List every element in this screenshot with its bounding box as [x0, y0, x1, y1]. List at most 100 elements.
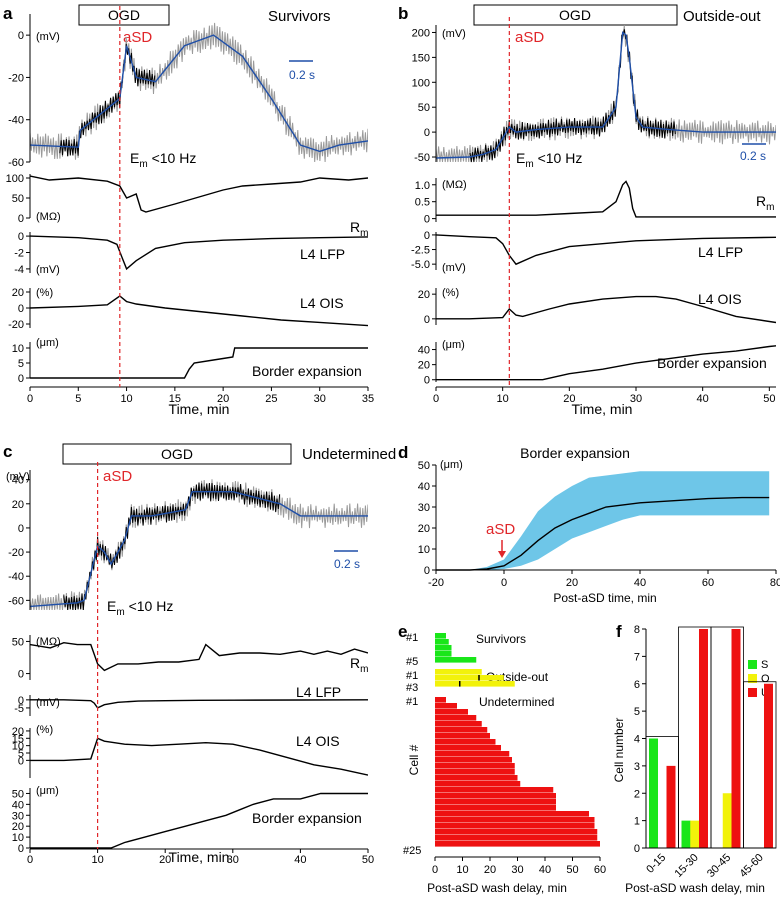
y-tick-label-b-1-0: 1.0 [415, 180, 430, 192]
y-tick-label-d-4: 10 [418, 544, 430, 556]
traces-c [30, 479, 368, 849]
trace-vm-gray-a [30, 22, 368, 163]
y-tick-label-a-0-0: 0 [18, 30, 24, 42]
y-tick-label-b-1-2: 0 [424, 214, 430, 226]
bar-undetermined-15 [435, 781, 521, 787]
trace-b-3 [436, 295, 776, 324]
xlabel-c: Time, min [169, 849, 230, 865]
trace-a-1 [30, 175, 368, 213]
border-unit-b: (μm) [442, 339, 465, 351]
y-tick-label-b-1-1: 0.5 [415, 197, 430, 209]
ogd-label-a: OGD [108, 7, 140, 23]
bar-O-1 [690, 820, 700, 848]
ogd-box-a [78, 4, 170, 26]
scale-bar-label-b: 0.2 s [740, 149, 766, 163]
y-tick-label-f-1: 1 [634, 816, 640, 828]
trace-a-4 [30, 347, 368, 379]
rm-unit-b: (MΩ) [442, 179, 467, 191]
x-tick-label-f-1: 15-30 [672, 852, 700, 880]
asd-arrow-head-d [498, 551, 506, 558]
cell-label-1s: #1 [406, 632, 418, 644]
xlabel-a: Time, min [169, 401, 230, 417]
lfp-unit-a: (mV) [36, 264, 60, 276]
bar-undetermined-5 [435, 721, 482, 727]
unit-d: (μm) [440, 459, 463, 471]
lfp-unit-b: (mV) [442, 262, 466, 274]
bar-undetermined-1 [435, 697, 446, 703]
panel-letter-a: a [3, 4, 13, 23]
bar-outside-1 [435, 669, 482, 675]
y-tick-label-f-0: 0 [634, 843, 640, 855]
y-tick-label-f-2: 2 [634, 788, 640, 800]
xlabel-e: Post-aSD wash delay, min [427, 881, 567, 895]
rm-unit-c: (MΩ) [36, 636, 61, 648]
y-tick-label-c-3-0: 20 [12, 726, 24, 738]
x-tick-label-c-1: 10 [91, 854, 103, 866]
y-tick-label-a-0-3: -60 [8, 157, 24, 169]
y-tick-label-b-2-2: -5.0 [411, 259, 430, 271]
y-tick-label-f-4: 4 [634, 734, 640, 746]
border-label-a: Border expansion [252, 363, 362, 379]
panel-title-a: Survivors [268, 8, 331, 25]
panel-letter-f: f [616, 622, 622, 641]
bar-survivor-5 [435, 657, 477, 663]
x-tick-label-c-2: 20 [159, 854, 171, 866]
y-tick-label-c-0-1: 20 [12, 499, 24, 511]
bar-undetermined-23 [435, 829, 598, 835]
ois-label-a: L4 OIS [300, 295, 344, 311]
x-tick-label-c-0: 0 [27, 854, 33, 866]
x-tick-label-e-2: 20 [484, 864, 496, 876]
rm-unit-a: (MΩ) [36, 211, 61, 223]
x-tick-label-e-1: 10 [456, 864, 468, 876]
cell-label-5: #5 [406, 656, 418, 668]
y-tick-label-f-8: 8 [634, 624, 640, 636]
x-tick-label-a-4: 20 [217, 393, 229, 405]
y-tick-label-a-0-1: -20 [8, 72, 24, 84]
y-tick-label-d-2: 30 [418, 502, 430, 514]
bar-undetermined-2 [435, 703, 457, 709]
y-tick-label-c-0-2: 0 [18, 523, 24, 535]
panel-title-b: Outside-out [683, 8, 761, 25]
bar-survivor-3 [435, 645, 452, 651]
panel-b: b OGD Outside-out aSD (mV) (MΩ) (mV) (%)… [398, 4, 776, 417]
sem-band-d [436, 471, 770, 570]
x-tick-label-c-5: 50 [362, 854, 374, 866]
y-tick-label-a-4-0: 10 [12, 343, 24, 355]
x-tick-label-a-0: 0 [27, 393, 33, 405]
border-unit-a: (μm) [36, 337, 59, 349]
x-tick-label-d-3: 40 [634, 577, 646, 589]
asd-label-a: aSD [123, 29, 152, 46]
y-tick-label-c-2-0: 0 [18, 695, 24, 707]
y-tick-label-a-1-0: 100 [6, 173, 24, 185]
border-label-b: Border expansion [657, 355, 767, 371]
xlabel-f: Post-aSD wash delay, min [625, 881, 765, 895]
ogd-box-b [473, 4, 678, 26]
em-label-a: Em <10 Hz [130, 150, 196, 170]
cell-label-3: #3 [406, 682, 418, 694]
lfp-label-a: L4 LFP [300, 246, 345, 262]
ogd-box-c [62, 443, 292, 465]
scale-bar-label-a: 0.2 s [289, 68, 315, 82]
y-tick-label-c-4-4: 10 [12, 832, 24, 844]
y-tick-label-f-7: 7 [634, 651, 640, 663]
trace-c-4 [30, 792, 368, 849]
panel-e: e Survivors Outside-out Undetermined #1 … [398, 622, 606, 895]
y-tick-label-b-4-1: 20 [418, 360, 430, 372]
bar-undetermined-24 [435, 835, 598, 841]
y-tick-label-b-0-1: 150 [412, 52, 430, 64]
x-tick-label-e-5: 50 [566, 864, 578, 876]
bar-undetermined-20 [435, 811, 589, 817]
y-tick-label-a-0-2: -40 [8, 115, 24, 127]
bar-O-2 [722, 793, 732, 848]
y-tick-label-d-3: 20 [418, 523, 430, 535]
y-tick-label-b-2-1: -2.5 [411, 245, 430, 257]
border-label-c: Border expansion [252, 810, 362, 826]
trace-vm-blue-a [30, 34, 368, 153]
legend-label-o: O [761, 673, 770, 685]
y-tick-label-a-4-2: 0 [18, 373, 24, 385]
x-tick-label-e-3: 30 [511, 864, 523, 876]
trace-b-2 [436, 234, 776, 266]
y-tick-label-c-2-1: -5 [14, 703, 24, 715]
